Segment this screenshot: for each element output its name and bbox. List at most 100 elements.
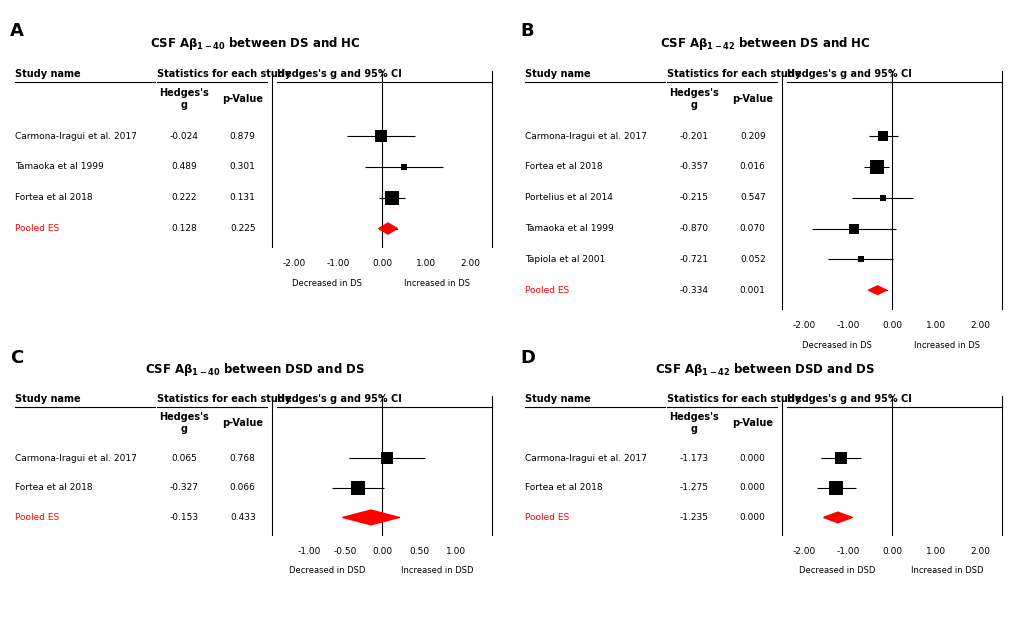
Text: Fortea et al 2018: Fortea et al 2018 [15, 193, 93, 202]
Text: 0.016: 0.016 [739, 162, 765, 171]
Text: Decreased in DS: Decreased in DS [292, 279, 362, 288]
Text: 0.225: 0.225 [229, 224, 256, 233]
Text: Increased in DSD: Increased in DSD [400, 566, 473, 575]
Text: 1.00: 1.00 [416, 259, 436, 268]
Text: Hedges's: Hedges's [668, 412, 718, 422]
Text: Hedges's g and 95% CI: Hedges's g and 95% CI [277, 69, 401, 80]
Text: g: g [690, 424, 697, 434]
Text: 0.070: 0.070 [739, 224, 765, 233]
Text: p-Value: p-Value [732, 94, 772, 104]
Text: 2.00: 2.00 [969, 547, 989, 556]
Text: 0.066: 0.066 [229, 483, 256, 492]
Text: Portelius et al 2014: Portelius et al 2014 [525, 193, 612, 202]
Text: g: g [180, 424, 187, 434]
Text: B: B [520, 22, 533, 40]
Text: Hedges's g and 95% CI: Hedges's g and 95% CI [277, 394, 401, 404]
Text: Fortea et al 2018: Fortea et al 2018 [525, 162, 602, 171]
Text: p-Value: p-Value [732, 418, 772, 428]
Text: 0.301: 0.301 [229, 162, 256, 171]
Text: Fortea et al 2018: Fortea et al 2018 [15, 483, 93, 492]
Text: CSF Aβ$\mathbf{_{1-42}}$ between DSD and DS: CSF Aβ$\mathbf{_{1-42}}$ between DSD and… [654, 361, 874, 378]
Text: Increased in DSD: Increased in DSD [910, 566, 982, 575]
Text: Statistics for each study: Statistics for each study [666, 69, 801, 80]
Text: Statistics for each study: Statistics for each study [666, 394, 801, 404]
Text: p-Value: p-Value [222, 94, 263, 104]
Text: 1.00: 1.00 [925, 547, 946, 556]
Text: Tapiola et al 2001: Tapiola et al 2001 [525, 255, 604, 264]
Text: -0.327: -0.327 [169, 483, 199, 492]
Text: 1.00: 1.00 [445, 547, 466, 556]
Text: p-Value: p-Value [222, 418, 263, 428]
Text: 2.00: 2.00 [969, 321, 989, 330]
Text: 0.000: 0.000 [739, 483, 765, 492]
Text: Carmona-Iragui et al. 2017: Carmona-Iragui et al. 2017 [15, 132, 137, 141]
Text: Hedges's g and 95% CI: Hedges's g and 95% CI [787, 69, 911, 80]
Text: Tamaoka et al 1999: Tamaoka et al 1999 [15, 162, 104, 171]
Text: 0.065: 0.065 [171, 454, 197, 463]
Text: CSF Aβ$\mathbf{_{1-40}}$ between DSD and DS: CSF Aβ$\mathbf{_{1-40}}$ between DSD and… [145, 361, 365, 378]
Text: Pooled ES: Pooled ES [525, 286, 569, 295]
Text: 0.50: 0.50 [409, 547, 429, 556]
Text: -2.00: -2.00 [282, 259, 306, 268]
Text: 0.00: 0.00 [372, 259, 392, 268]
Text: Fortea et al 2018: Fortea et al 2018 [525, 483, 602, 492]
Text: 0.209: 0.209 [739, 132, 765, 141]
Text: Hedges's: Hedges's [159, 412, 209, 422]
Text: Study name: Study name [15, 69, 81, 80]
Text: Carmona-Iragui et al. 2017: Carmona-Iragui et al. 2017 [525, 132, 646, 141]
Text: 0.489: 0.489 [171, 162, 197, 171]
Text: Pooled ES: Pooled ES [525, 513, 569, 522]
Polygon shape [822, 512, 851, 523]
Text: -0.721: -0.721 [679, 255, 708, 264]
Text: -2.00: -2.00 [792, 547, 815, 556]
Text: Decreased in DSD: Decreased in DSD [798, 566, 874, 575]
Text: CSF Aβ$\mathbf{_{1-40}}$ between DS and HC: CSF Aβ$\mathbf{_{1-40}}$ between DS and … [150, 35, 360, 52]
Text: 0.00: 0.00 [881, 547, 902, 556]
Text: -0.153: -0.153 [169, 513, 199, 522]
Text: C: C [10, 349, 23, 367]
Text: 0.00: 0.00 [372, 547, 392, 556]
Text: Statistics for each study: Statistics for each study [157, 394, 291, 404]
Text: Decreased in DSD: Decreased in DSD [288, 566, 365, 575]
Text: 2.00: 2.00 [460, 259, 480, 268]
Text: 0.00: 0.00 [881, 321, 902, 330]
Text: 0.000: 0.000 [739, 513, 765, 522]
Text: 0.128: 0.128 [171, 224, 197, 233]
Text: -0.024: -0.024 [169, 132, 199, 141]
Text: 0.547: 0.547 [739, 193, 765, 202]
Text: -2.00: -2.00 [792, 321, 815, 330]
Text: Decreased in DS: Decreased in DS [802, 341, 871, 350]
Text: -1.00: -1.00 [836, 547, 859, 556]
Text: Tamaoka et al 1999: Tamaoka et al 1999 [525, 224, 613, 233]
Text: 0.131: 0.131 [229, 193, 256, 202]
Text: Increased in DS: Increased in DS [913, 341, 979, 350]
Text: 0.222: 0.222 [171, 193, 197, 202]
Text: D: D [520, 349, 535, 367]
Text: 0.000: 0.000 [739, 454, 765, 463]
Text: Hedges's: Hedges's [668, 88, 718, 98]
Text: -1.00: -1.00 [326, 259, 350, 268]
Text: -0.334: -0.334 [679, 286, 708, 295]
Text: -0.201: -0.201 [679, 132, 708, 141]
Text: Carmona-Iragui et al. 2017: Carmona-Iragui et al. 2017 [525, 454, 646, 463]
Text: CSF Aβ$\mathbf{_{1-42}}$ between DS and HC: CSF Aβ$\mathbf{_{1-42}}$ between DS and … [659, 35, 869, 52]
Text: Pooled ES: Pooled ES [15, 224, 59, 233]
Text: Hedges's: Hedges's [159, 88, 209, 98]
Text: -1.00: -1.00 [836, 321, 859, 330]
Text: Study name: Study name [15, 394, 81, 404]
Text: g: g [690, 100, 697, 110]
Text: A: A [10, 22, 24, 40]
Text: 0.001: 0.001 [739, 286, 765, 295]
Text: 0.433: 0.433 [229, 513, 256, 522]
Polygon shape [342, 510, 398, 525]
Text: Increased in DS: Increased in DS [404, 279, 470, 288]
Text: g: g [180, 100, 187, 110]
Polygon shape [867, 286, 886, 295]
Text: -0.870: -0.870 [679, 224, 708, 233]
Text: Carmona-Iragui et al. 2017: Carmona-Iragui et al. 2017 [15, 454, 137, 463]
Text: -1.173: -1.173 [679, 454, 708, 463]
Text: Statistics for each study: Statistics for each study [157, 69, 291, 80]
Text: 0.879: 0.879 [229, 132, 256, 141]
Polygon shape [378, 223, 396, 234]
Text: Hedges's g and 95% CI: Hedges's g and 95% CI [787, 394, 911, 404]
